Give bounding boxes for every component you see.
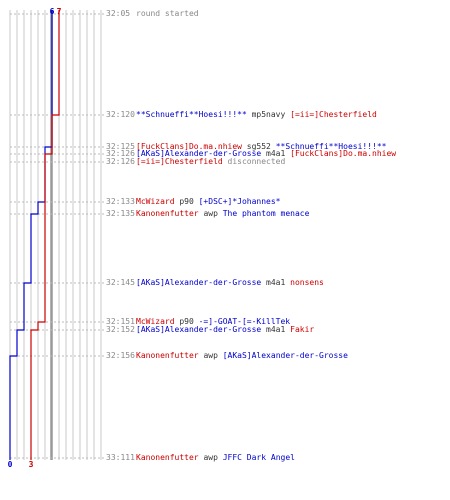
start-score-label-team-1: 6 [50, 7, 55, 16]
event-time: 32:135 [106, 209, 135, 218]
event-time: 32:05 [106, 9, 130, 18]
event-row: 32:135 Kanonenfutter awp The phantom mena… [106, 209, 310, 218]
event-row: 32:126 [AKaS]Alexander-der-Grosse m4a1 [F… [106, 149, 396, 158]
event-part: p90 [175, 197, 194, 206]
event-time: 32:151 [106, 317, 135, 326]
event-text: round started [136, 9, 199, 18]
event-row: 32:133 McWizard p90 [+DSC+]*Johannes* [106, 197, 281, 206]
event-time: 32:126 [106, 149, 135, 158]
event-text: Kanonenfutter awp [AKaS]Alexander-der-Gr… [136, 351, 348, 360]
event-part: nonsens [285, 278, 324, 287]
event-row: 32:125 [FuckClans]Do.ma.nhiew sg552 **Sch… [106, 142, 387, 151]
event-row: 32:126 [=ii=]Chesterfield disconnected [106, 157, 286, 166]
event-row: 32:156 Kanonenfutter awp [AKaS]Alexander-… [106, 351, 348, 360]
end-score-label-team-2: 3 [29, 460, 34, 469]
event-part: m4a1 [261, 149, 285, 158]
event-part: [=ii=]Chesterfield [285, 110, 377, 119]
event-text: Kanonenfutter awp JFFC Dark Angel [136, 453, 295, 462]
event-text: [=ii=]Chesterfield disconnected [136, 157, 286, 166]
event-part: **Schnueffi**Hoesi!!!** [271, 142, 387, 151]
event-time: 32:156 [106, 351, 135, 360]
event-part: -=]-GOAT-[=-KillTek [194, 317, 291, 326]
event-part: JFFC Dark Angel [218, 453, 295, 462]
event-row: 32:145 [AKaS]Alexander-der-Grosse m4a1 no… [106, 278, 324, 287]
event-row: 33:111 Kanonenfutter awp JFFC Dark Angel [106, 453, 295, 462]
end-score-label-team-1: 0 [8, 460, 13, 469]
grid-columns [9, 10, 102, 460]
event-text: **Schnueffi**Hoesi!!!** mp5navy [=ii=]Ch… [136, 110, 377, 119]
event-part: awp [199, 351, 218, 360]
event-part: [AKaS]Alexander-der-Grosse [136, 325, 261, 334]
event-time: 32:120 [106, 110, 135, 119]
event-part: m4a1 [261, 325, 285, 334]
event-text: [FuckClans]Do.ma.nhiew sg552 **Schnueffi… [136, 142, 387, 151]
event-text: McWizard p90 -=]-GOAT-[=-KillTek [136, 317, 290, 326]
event-row: 32:152 [AKaS]Alexander-der-Grosse m4a1 Fa… [106, 325, 314, 334]
event-row: 32:05 round started [106, 9, 199, 18]
event-part: [AKaS]Alexander-der-Grosse [218, 351, 348, 360]
event-part: round started [136, 9, 199, 18]
event-time: 32:125 [106, 142, 135, 151]
event-part: sg552 [242, 142, 271, 151]
event-part: p90 [175, 317, 194, 326]
event-time: 33:111 [106, 453, 135, 462]
event-part: awp [199, 209, 218, 218]
event-row: 32:120 **Schnueffi**Hoesi!!!** mp5navy [=… [106, 110, 377, 119]
event-part: [FuckClans]Do.ma.nhiew [136, 142, 242, 151]
event-part: Kanonenfutter [136, 351, 199, 360]
event-part: [AKaS]Alexander-der-Grosse [136, 278, 261, 287]
event-part: Kanonenfutter [136, 453, 199, 462]
event-time: 32:133 [106, 197, 135, 206]
event-part: [FuckClans]Do.ma.nhiew [285, 149, 396, 158]
event-text: McWizard p90 [+DSC+]*Johannes* [136, 197, 281, 206]
event-part: Kanonenfutter [136, 209, 199, 218]
event-part: **Schnueffi**Hoesi!!!** [136, 110, 247, 119]
event-part: [+DSC+]*Johannes* [194, 197, 281, 206]
start-score-label-team-2: 7 [57, 7, 62, 16]
event-text: [AKaS]Alexander-der-Grosse m4a1 Fakir [136, 325, 314, 334]
event-part: The phantom menace [218, 209, 310, 218]
event-part: awp [199, 453, 218, 462]
event-part: m4a1 [261, 278, 285, 287]
event-part: Fakir [285, 325, 314, 334]
event-text: [AKaS]Alexander-der-Grosse m4a1 nonsens [136, 278, 324, 287]
event-time: 32:145 [106, 278, 135, 287]
event-time: 32:126 [106, 157, 135, 166]
event-row: 32:151 McWizard p90 -=]-GOAT-[=-KillTek [106, 317, 290, 326]
event-part: McWizard [136, 197, 175, 206]
event-part: [=ii=]Chesterfield [136, 157, 223, 166]
event-text: Kanonenfutter awp The phantom menace [136, 209, 310, 218]
event-time: 32:152 [106, 325, 135, 334]
event-part: [AKaS]Alexander-der-Grosse [136, 149, 261, 158]
event-part: mp5navy [247, 110, 286, 119]
event-text: [AKaS]Alexander-der-Grosse m4a1 [FuckCla… [136, 149, 396, 158]
score-line-team-2 [30, 10, 60, 460]
event-part: disconnected [223, 157, 286, 166]
event-part: McWizard [136, 317, 175, 326]
